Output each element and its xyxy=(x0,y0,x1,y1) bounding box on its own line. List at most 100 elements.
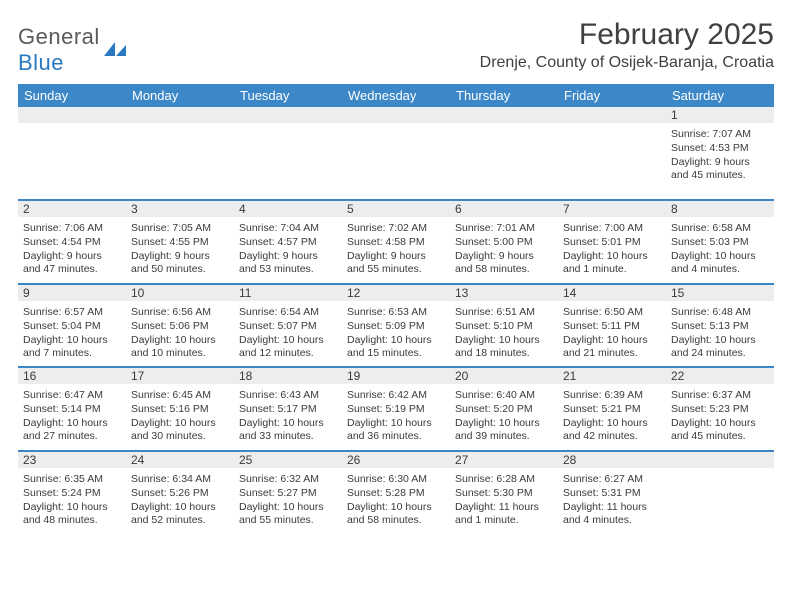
sunrise-line: Sunrise: 7:02 AM xyxy=(347,222,445,235)
calendar-cell-empty xyxy=(558,123,666,199)
daylight-line: Daylight: 10 hours and 7 minutes. xyxy=(23,334,121,360)
daylight-line: Daylight: 9 hours and 45 minutes. xyxy=(671,156,769,182)
sunset-line: Sunset: 4:57 PM xyxy=(239,236,337,249)
daylight-line: Daylight: 10 hours and 48 minutes. xyxy=(23,501,121,527)
calendar-cell: Sunrise: 7:07 AMSunset: 4:53 PMDaylight:… xyxy=(666,123,774,199)
sunset-line: Sunset: 5:31 PM xyxy=(563,487,661,500)
daynum-row: 16171819202122 xyxy=(18,368,774,384)
sunset-line: Sunset: 5:19 PM xyxy=(347,403,445,416)
sunrise-line: Sunrise: 6:50 AM xyxy=(563,306,661,319)
daylight-line: Daylight: 10 hours and 18 minutes. xyxy=(455,334,553,360)
daylight-line: Daylight: 10 hours and 36 minutes. xyxy=(347,417,445,443)
sunset-line: Sunset: 5:11 PM xyxy=(563,320,661,333)
sunrise-line: Sunrise: 7:05 AM xyxy=(131,222,229,235)
calendar-cell-empty xyxy=(450,123,558,199)
sunset-line: Sunset: 5:07 PM xyxy=(239,320,337,333)
dayhead-tuesday: Tuesday xyxy=(234,84,342,107)
day-number: 16 xyxy=(18,368,126,384)
calendar-cell-empty xyxy=(666,468,774,534)
daylight-line: Daylight: 10 hours and 45 minutes. xyxy=(671,417,769,443)
day-number: 12 xyxy=(342,285,450,301)
sunrise-line: Sunrise: 6:48 AM xyxy=(671,306,769,319)
day-number-empty xyxy=(666,452,774,468)
sunset-line: Sunset: 5:26 PM xyxy=(131,487,229,500)
day-number: 2 xyxy=(18,201,126,217)
sunrise-line: Sunrise: 6:28 AM xyxy=(455,473,553,486)
sunset-line: Sunset: 5:20 PM xyxy=(455,403,553,416)
calendar-cell: Sunrise: 6:40 AMSunset: 5:20 PMDaylight:… xyxy=(450,384,558,450)
day-number: 3 xyxy=(126,201,234,217)
sunset-line: Sunset: 5:28 PM xyxy=(347,487,445,500)
daylight-line: Daylight: 10 hours and 1 minute. xyxy=(563,250,661,276)
day-number-empty xyxy=(126,107,234,123)
sunset-line: Sunset: 5:01 PM xyxy=(563,236,661,249)
logo-word-1: General xyxy=(18,24,100,49)
daylight-line: Daylight: 10 hours and 39 minutes. xyxy=(455,417,553,443)
day-number: 11 xyxy=(234,285,342,301)
calendar-cell: Sunrise: 6:53 AMSunset: 5:09 PMDaylight:… xyxy=(342,301,450,367)
sunset-line: Sunset: 4:58 PM xyxy=(347,236,445,249)
calendar-body: 1Sunrise: 7:07 AMSunset: 4:53 PMDaylight… xyxy=(18,107,774,533)
day-number: 8 xyxy=(666,201,774,217)
sunset-line: Sunset: 5:16 PM xyxy=(131,403,229,416)
daylight-line: Daylight: 9 hours and 55 minutes. xyxy=(347,250,445,276)
day-number: 24 xyxy=(126,452,234,468)
daylight-line: Daylight: 10 hours and 55 minutes. xyxy=(239,501,337,527)
sunset-line: Sunset: 4:55 PM xyxy=(131,236,229,249)
daylight-line: Daylight: 9 hours and 50 minutes. xyxy=(131,250,229,276)
daylight-line: Daylight: 10 hours and 10 minutes. xyxy=(131,334,229,360)
logo-sail-icon xyxy=(104,42,126,58)
calendar-cell: Sunrise: 6:57 AMSunset: 5:04 PMDaylight:… xyxy=(18,301,126,367)
calendar-cell: Sunrise: 6:32 AMSunset: 5:27 PMDaylight:… xyxy=(234,468,342,534)
sunrise-line: Sunrise: 6:32 AM xyxy=(239,473,337,486)
calendar-cell: Sunrise: 6:54 AMSunset: 5:07 PMDaylight:… xyxy=(234,301,342,367)
dayhead-friday: Friday xyxy=(558,84,666,107)
title-block: February 2025 Drenje, County of Osijek-B… xyxy=(480,18,774,72)
day-number: 14 xyxy=(558,285,666,301)
sunrise-line: Sunrise: 6:30 AM xyxy=(347,473,445,486)
sunrise-line: Sunrise: 6:56 AM xyxy=(131,306,229,319)
day-number: 10 xyxy=(126,285,234,301)
daylight-line: Daylight: 10 hours and 52 minutes. xyxy=(131,501,229,527)
day-number: 1 xyxy=(666,107,774,123)
calendar-cell: Sunrise: 7:05 AMSunset: 4:55 PMDaylight:… xyxy=(126,217,234,283)
sunrise-line: Sunrise: 6:43 AM xyxy=(239,389,337,402)
day-number: 28 xyxy=(558,452,666,468)
sunrise-line: Sunrise: 6:51 AM xyxy=(455,306,553,319)
sunset-line: Sunset: 5:03 PM xyxy=(671,236,769,249)
calendar-cell: Sunrise: 6:58 AMSunset: 5:03 PMDaylight:… xyxy=(666,217,774,283)
daynum-row: 232425262728 xyxy=(18,452,774,468)
day-number: 5 xyxy=(342,201,450,217)
sunset-line: Sunset: 5:21 PM xyxy=(563,403,661,416)
calendar-cell: Sunrise: 6:45 AMSunset: 5:16 PMDaylight:… xyxy=(126,384,234,450)
daylight-line: Daylight: 11 hours and 1 minute. xyxy=(455,501,553,527)
dayhead-monday: Monday xyxy=(126,84,234,107)
header: General Blue February 2025 Drenje, Count… xyxy=(18,18,774,76)
daylight-line: Daylight: 11 hours and 4 minutes. xyxy=(563,501,661,527)
sunset-line: Sunset: 5:00 PM xyxy=(455,236,553,249)
sunset-line: Sunset: 5:13 PM xyxy=(671,320,769,333)
daylight-line: Daylight: 9 hours and 58 minutes. xyxy=(455,250,553,276)
calendar-cell: Sunrise: 6:34 AMSunset: 5:26 PMDaylight:… xyxy=(126,468,234,534)
sunset-line: Sunset: 4:53 PM xyxy=(671,142,769,155)
day-number: 19 xyxy=(342,368,450,384)
calendar-cell: Sunrise: 6:51 AMSunset: 5:10 PMDaylight:… xyxy=(450,301,558,367)
day-number: 15 xyxy=(666,285,774,301)
sunset-line: Sunset: 5:09 PM xyxy=(347,320,445,333)
calendar-cell: Sunrise: 6:30 AMSunset: 5:28 PMDaylight:… xyxy=(342,468,450,534)
location: Drenje, County of Osijek-Baranja, Croati… xyxy=(480,54,774,72)
daylight-line: Daylight: 9 hours and 47 minutes. xyxy=(23,250,121,276)
calendar-cell: Sunrise: 6:27 AMSunset: 5:31 PMDaylight:… xyxy=(558,468,666,534)
day-number: 13 xyxy=(450,285,558,301)
sunrise-line: Sunrise: 6:34 AM xyxy=(131,473,229,486)
day-number: 7 xyxy=(558,201,666,217)
day-number: 9 xyxy=(18,285,126,301)
calendar-cell-empty xyxy=(342,123,450,199)
calendar-cell: Sunrise: 7:04 AMSunset: 4:57 PMDaylight:… xyxy=(234,217,342,283)
sunrise-line: Sunrise: 6:57 AM xyxy=(23,306,121,319)
calendar-cell: Sunrise: 6:28 AMSunset: 5:30 PMDaylight:… xyxy=(450,468,558,534)
sunrise-line: Sunrise: 6:58 AM xyxy=(671,222,769,235)
day-number-empty xyxy=(18,107,126,123)
sunrise-line: Sunrise: 6:27 AM xyxy=(563,473,661,486)
dayhead-sunday: Sunday xyxy=(18,84,126,107)
